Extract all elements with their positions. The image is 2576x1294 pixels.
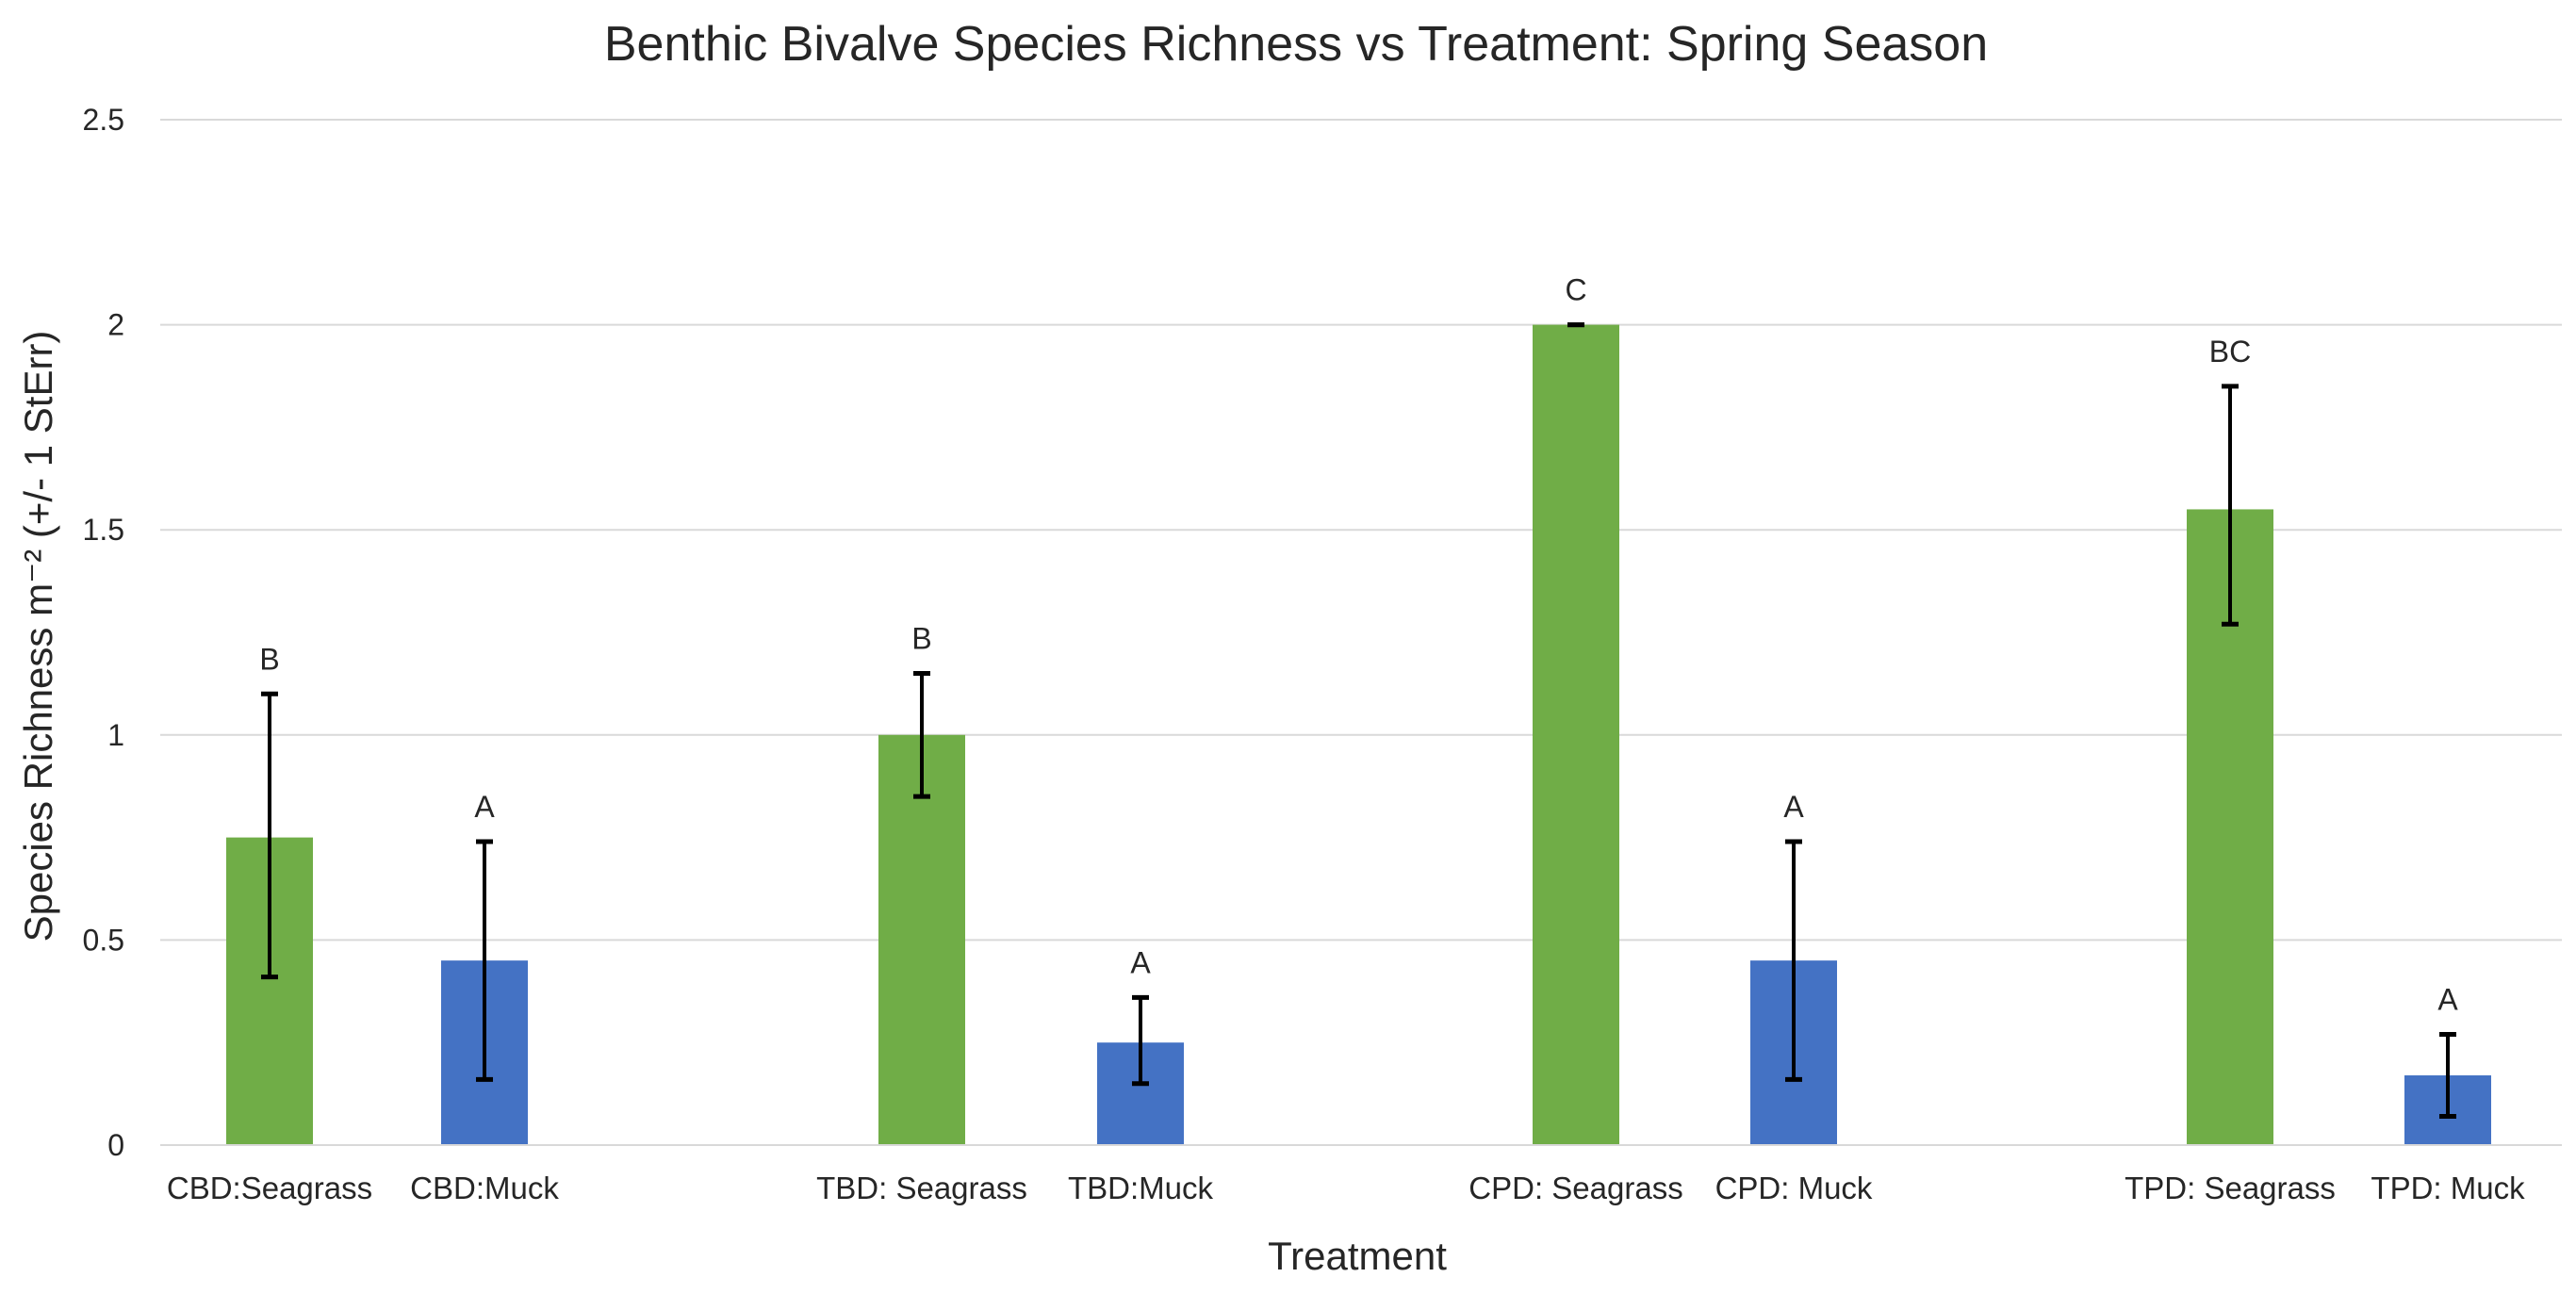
x-category-label: TBD: Seagrass	[816, 1171, 1027, 1205]
significance-label: B	[259, 642, 279, 676]
bar-seagrass	[1533, 324, 1619, 1146]
error-bar	[913, 671, 930, 799]
error-bar	[476, 839, 493, 1082]
y-axis-ticks: 0 0.5 1 1.5 2 2.5	[83, 103, 124, 1162]
error-bar	[2439, 1031, 2456, 1120]
y-tick-label: 2.5	[83, 103, 124, 137]
significance-label: C	[1565, 273, 1586, 307]
significance-label: A	[1130, 945, 1151, 979]
significance-labels: B A B A C A BC A	[259, 273, 2458, 1017]
y-tick-label: 1.5	[83, 513, 124, 547]
error-bar	[1132, 994, 1149, 1087]
y-tick-label: 1	[107, 718, 124, 752]
x-axis-title: Treatment	[1268, 1234, 1447, 1278]
x-category-label: CPD: Seagrass	[1468, 1171, 1682, 1205]
y-axis-title: Species Richness m⁻² (+/- 1 StErr)	[16, 331, 60, 942]
y-tick-label: 0	[107, 1128, 124, 1162]
y-tick-label: 0.5	[83, 923, 124, 957]
significance-label: B	[911, 622, 931, 656]
chart-title: Benthic Bivalve Species Richness vs Trea…	[604, 17, 1988, 72]
bar-seagrass	[878, 734, 965, 1145]
error-bar	[2222, 384, 2239, 627]
x-category-label: TPD: Seagrass	[2125, 1171, 2336, 1205]
y-tick-label: 2	[107, 308, 124, 342]
significance-label: A	[474, 790, 495, 824]
x-category-label: CPD: Muck	[1715, 1171, 1873, 1205]
error-bar	[1785, 839, 1802, 1082]
x-category-label: CBD:Muck	[410, 1171, 559, 1205]
x-category-label: TBD:Muck	[1068, 1171, 1214, 1205]
significance-label: A	[2437, 982, 2458, 1016]
error-bar	[261, 691, 278, 980]
error-bars	[261, 322, 2456, 1120]
x-axis-categories: CBD:Seagrass CBD:Muck TBD: Seagrass TBD:Muc…	[167, 1171, 2525, 1205]
significance-label: A	[1783, 790, 1804, 824]
significance-label: BC	[2209, 335, 2251, 369]
x-category-label: CBD:Seagrass	[167, 1171, 372, 1205]
x-category-label: TPD: Muck	[2371, 1171, 2525, 1205]
gridlines	[160, 119, 2562, 942]
bars	[226, 324, 2491, 1146]
